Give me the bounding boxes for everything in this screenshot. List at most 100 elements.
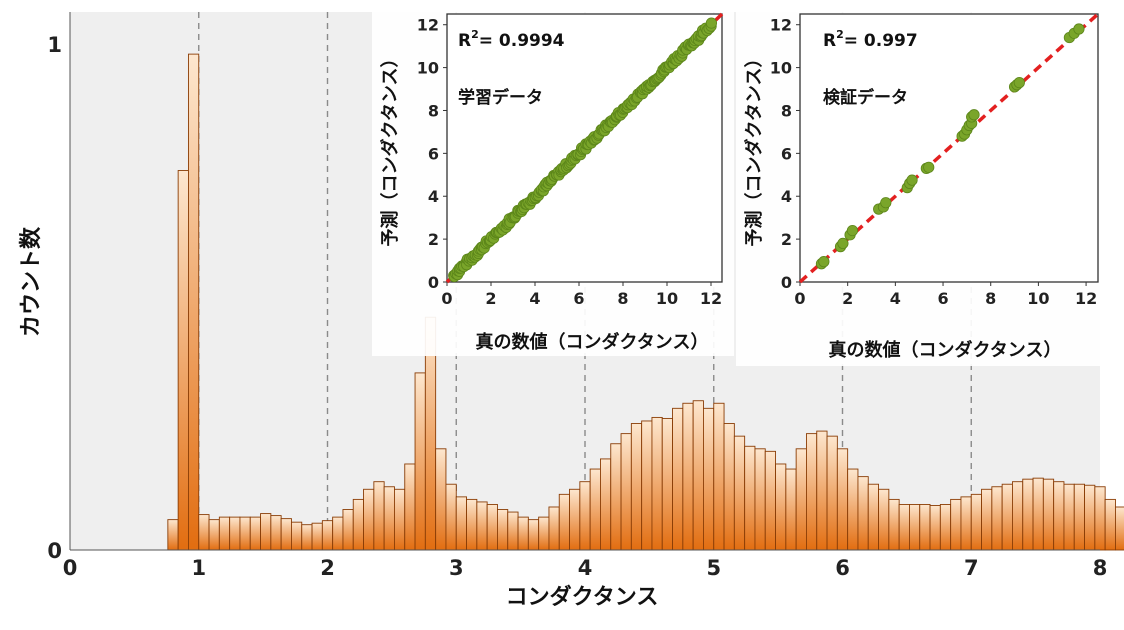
histogram-bar <box>1063 483 1075 551</box>
histogram-bar <box>1084 484 1096 551</box>
inset-validation-r2-value: = 0.997 <box>844 31 918 51</box>
histogram-bar <box>1053 481 1065 551</box>
inset-training-ticks: 0 2 4 6 8 10 12 0 2 4 6 8 10 12 <box>417 16 722 308</box>
histogram-bar <box>630 423 643 551</box>
inset-validation-y-tick-label: 8 <box>781 101 792 120</box>
histogram-x-tick-label: 1 <box>191 556 206 580</box>
inset-validation-y-tick-label: 6 <box>781 144 792 163</box>
histogram-bar <box>754 448 766 551</box>
inset-validation-point <box>846 224 859 237</box>
inset-training-y-tick-label: 0 <box>428 273 439 292</box>
inset-training-y-tick-label: 10 <box>417 59 439 78</box>
histogram-bar <box>229 516 241 551</box>
inset-validation-y-tick-label: 12 <box>770 16 792 35</box>
histogram-bar <box>795 448 807 551</box>
histogram-y-tick-labels: 01 <box>47 33 62 563</box>
inset-validation-y-tick-label: 0 <box>781 273 792 292</box>
histogram-bar <box>538 516 550 551</box>
histogram-bar <box>414 372 426 551</box>
histogram-bar <box>260 513 272 551</box>
histogram-bar <box>301 524 313 551</box>
histogram-bar <box>857 476 869 551</box>
inset-training-x-tick-label: 12 <box>700 289 722 308</box>
histogram-bar <box>291 521 303 551</box>
histogram-bar <box>661 417 674 551</box>
histogram-bar <box>321 520 334 551</box>
histogram-bar <box>806 433 818 551</box>
histogram-bar <box>527 519 540 551</box>
inset-training-x-axis-title: 真の数値（コンダクタンス） <box>476 331 709 353</box>
inset-training-r2-value: = 0.9994 <box>479 31 565 51</box>
histogram-bar <box>610 443 622 551</box>
inset-validation-point <box>923 161 935 173</box>
histogram-bar <box>476 501 488 551</box>
histogram-bar <box>1114 506 1124 551</box>
histogram-bar <box>558 493 571 551</box>
histogram-bar <box>497 509 509 551</box>
histogram-x-tick-label: 6 <box>835 556 850 580</box>
histogram-bar <box>981 488 993 551</box>
histogram-bar <box>332 516 344 551</box>
histogram-bar <box>270 515 282 551</box>
histogram-bar <box>167 519 179 551</box>
histogram-bar <box>723 423 735 551</box>
histogram-bar <box>939 504 952 551</box>
histogram-bar <box>950 498 962 551</box>
histogram-bar <box>589 468 601 551</box>
histogram-bar <box>466 498 478 551</box>
histogram-bar <box>692 400 704 551</box>
histogram-bar <box>363 488 375 551</box>
histogram-bar <box>909 504 921 551</box>
histogram-bar <box>775 463 787 551</box>
histogram-bar <box>187 53 200 551</box>
histogram-bar <box>919 504 931 551</box>
inset-training-x-tick-label: 4 <box>529 289 540 308</box>
histogram-x-tick-label: 7 <box>964 556 979 580</box>
inset-validation-subtitle: 検証データ <box>823 87 908 108</box>
inset-validation-point <box>818 256 830 268</box>
inset-validation-r2: R2= 0.997 <box>823 28 918 51</box>
histogram-x-axis-title: コンダクタンス <box>506 584 659 610</box>
histogram-bar <box>239 516 251 551</box>
inset-validation-y-tick-label: 4 <box>781 187 792 206</box>
inset-training-x-tick-label: 10 <box>656 289 678 308</box>
inset-validation-points <box>815 23 1085 270</box>
histogram-bar <box>1012 481 1024 551</box>
histogram-bar <box>208 519 220 551</box>
inset-validation-r2-sup: 2 <box>836 28 844 41</box>
histogram-bar <box>816 430 828 551</box>
histogram-bar <box>878 488 890 551</box>
inset-validation-x-tick-label: 10 <box>1027 289 1049 308</box>
histogram-bar <box>733 435 746 551</box>
histogram-bar <box>991 486 1003 551</box>
histogram-y-axis-title: カウント数 <box>18 226 44 337</box>
histogram-bar <box>455 496 468 551</box>
histogram-bar <box>394 488 406 551</box>
histogram-bar <box>383 486 395 551</box>
histogram-bar <box>579 481 591 551</box>
inset-training-points <box>448 17 718 283</box>
histogram-bar <box>744 445 756 551</box>
inset-validation-x-tick-label: 4 <box>890 289 901 308</box>
histogram-bar <box>898 504 910 551</box>
inset-training-r2: R2= 0.9994 <box>458 28 565 51</box>
inset-training-y-axis-title: 予測（コンダクタンス） <box>379 50 401 247</box>
histogram-bar <box>847 468 859 551</box>
histogram-bar <box>352 498 365 551</box>
inset-training-r2-sup: 2 <box>471 28 479 41</box>
histogram-bar <box>507 511 519 551</box>
histogram-bar <box>651 416 663 551</box>
histogram-bar <box>404 463 416 551</box>
histogram-bar <box>703 407 715 551</box>
inset-validation-point <box>880 197 892 209</box>
histogram-bar <box>764 450 777 551</box>
inset-training-y-tick-label: 4 <box>428 187 439 206</box>
inset-validation-ticks: 0 2 4 6 8 10 12 0 2 4 6 8 10 12 <box>770 16 1097 308</box>
histogram-bar <box>249 516 262 551</box>
histogram-bar <box>435 448 447 551</box>
histogram-bar <box>713 402 725 551</box>
inset-training-subtitle: 学習データ <box>458 87 543 108</box>
